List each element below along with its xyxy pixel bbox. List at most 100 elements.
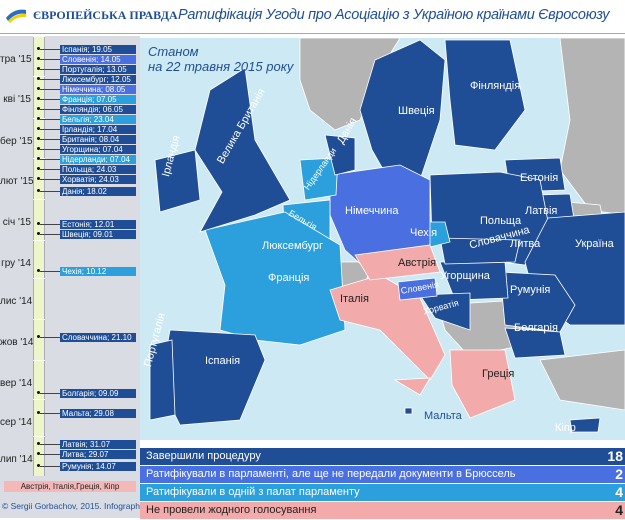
timeline-event: Швеція; 09.01 [60, 230, 136, 239]
month-divider [33, 199, 45, 200]
timeline-event: Словенія; 14.05 [60, 55, 136, 64]
event-dot [37, 411, 40, 414]
country-romania [499, 271, 576, 333]
timeline-event: Фінляндія; 06.05 [60, 105, 136, 114]
non-eu-russia [559, 38, 625, 216]
event-dot [37, 57, 40, 60]
event-connector [40, 49, 60, 50]
month-divider [33, 399, 45, 400]
event-connector [40, 337, 60, 338]
month-label: лют '15 [0, 176, 34, 187]
event-connector [40, 271, 60, 272]
timeline-event: Польща; 24.03 [60, 165, 136, 174]
event-dot [37, 117, 40, 120]
month-label: тра '15 [0, 54, 32, 65]
country-uk [194, 67, 291, 233]
month-label: лип '14 [0, 454, 33, 465]
country-croatia [419, 292, 471, 331]
event-connector [40, 69, 60, 70]
event-dot [37, 464, 40, 467]
event-connector [40, 234, 60, 235]
country-label-spain: Іспанія [205, 355, 241, 367]
logo-icon [6, 9, 26, 23]
legend-label: Ратифікували в одній з палат парламенту [146, 486, 360, 498]
month-divider [33, 36, 45, 37]
event-dot [37, 137, 40, 140]
country-netherlands [299, 157, 339, 201]
month-label: бер '15 [0, 136, 33, 147]
timeline-event: Мальта; 29.08 [60, 409, 136, 418]
brand-name: ЄВРОПЕЙСЬКА ПРАВДА [33, 8, 178, 22]
page-title: Ратифікація Угоди про Асоціацію з Україн… [178, 7, 610, 23]
timeline-event: Словаччина; 21.10 [60, 333, 136, 342]
legend-count: 2 [615, 466, 623, 482]
timeline-event: Данія; 18.02 [60, 187, 136, 196]
legend-item: Не провели жодного голосування 4 [140, 502, 625, 519]
month-label: лис '14 [0, 296, 33, 307]
event-connector [40, 169, 60, 170]
event-connector [40, 149, 60, 150]
country-slovakia [439, 237, 521, 265]
timeline-event: Британія; 08.04 [60, 135, 136, 144]
country-greece [449, 349, 516, 419]
timeline-event: Румунія; 14.07 [60, 462, 136, 471]
legend-item: Завершили процедуру 18 [140, 448, 625, 465]
event-dot [37, 67, 40, 70]
legend: Завершили процедуру 18 Ратифікували в парл… [140, 448, 625, 520]
event-connector [40, 139, 60, 140]
event-dot [37, 177, 40, 180]
event-dot [37, 335, 40, 338]
event-dot [37, 107, 40, 110]
country-sicily [393, 377, 431, 396]
timeline-bar [33, 36, 45, 476]
timeline-event: Люксембург; 12.05 [60, 75, 136, 84]
event-dot [37, 147, 40, 150]
event-connector [40, 393, 60, 394]
event-dot [37, 189, 40, 192]
as-of-line: на 22 травня 2015 року [148, 59, 294, 74]
event-dot [37, 222, 40, 225]
month-label: кві '15 [3, 94, 31, 105]
timeline-event: Португалія; 13.05 [60, 65, 136, 74]
as-of-line: Станом [148, 44, 199, 59]
non-eu-turkey [539, 349, 625, 411]
event-dot [37, 77, 40, 80]
timeline-event: Хорватія; 24.03 [60, 175, 136, 184]
timeline-event: Чехія; 10.12 [60, 267, 136, 276]
timeline-event: Болгарія; 09.09 [60, 389, 136, 398]
country-label-czechia: Чехія [410, 227, 438, 239]
legend-item: Ратифікували в парламенті, але ще не пер… [140, 466, 625, 483]
timeline-event: Естонія; 12.01 [60, 220, 136, 229]
timeline: тра '15 кві '15 бер '15 лют '15 січ '15 гру '… [0, 36, 150, 518]
country-label-estonia: Естонія [520, 172, 559, 184]
legend-item: Ратифікували в одній з палат парламенту 4 [140, 484, 625, 501]
country-bulgaria [504, 327, 566, 359]
event-dot [37, 391, 40, 394]
country-denmark [324, 134, 356, 176]
legend-label: Ратифікували в парламенті, але ще не пер… [146, 468, 516, 480]
month-divider [33, 76, 45, 77]
event-dot [37, 232, 40, 235]
header: ЄВРОПЕЙСЬКА ПРАВДА Ратифікація Угоди про… [0, 0, 625, 34]
country-malta [404, 407, 413, 415]
event-dot [37, 167, 40, 170]
country-cyprus [569, 417, 601, 433]
event-connector [40, 129, 60, 130]
event-connector [40, 444, 60, 445]
country-ireland [154, 149, 201, 213]
event-connector [40, 179, 60, 180]
country-label-germany: Німеччина [345, 205, 399, 217]
event-dot [37, 269, 40, 272]
month-label: вер '14 [0, 378, 33, 389]
legend-label: Не провели жодного голосування [146, 504, 317, 516]
timeline-event: Угорщина; 07.04 [60, 145, 136, 154]
event-connector [40, 224, 60, 225]
event-connector [40, 59, 60, 60]
legend-count: 4 [615, 484, 623, 500]
europe-map: Станом на 22 травня 2015 року Ірландія Ве… [140, 38, 625, 440]
event-connector [40, 159, 60, 160]
timeline-event: Іспанія; 19.05 [60, 45, 136, 54]
as-of-date: Станом на 22 травня 2015 року [148, 44, 293, 74]
event-connector [40, 466, 60, 467]
country-label-poland: Польща [480, 215, 522, 227]
